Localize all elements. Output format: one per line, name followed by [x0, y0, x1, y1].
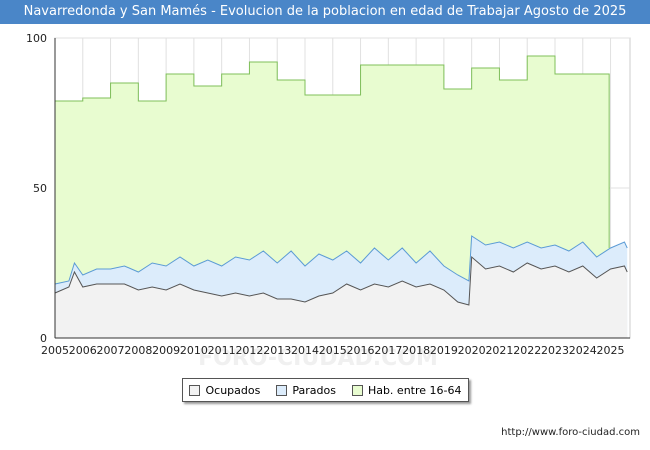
x-tick-label: 2025 — [597, 344, 625, 357]
x-tick-label: 2019 — [430, 344, 458, 357]
source-link[interactable]: http://www.foro-ciudad.com — [501, 427, 640, 438]
x-tick-label: 2024 — [569, 344, 597, 357]
x-tick-label: 2012 — [235, 344, 263, 357]
y-tick-label: 100 — [26, 32, 47, 45]
x-tick-label: 2008 — [124, 344, 152, 357]
axis-layer: 2005 2006 2007 2008 2009 2010 2011 2012 2013 2014… — [26, 32, 630, 357]
legend-item-ocupados: Ocupados — [189, 384, 260, 397]
x-tick-label: 2015 — [319, 344, 347, 357]
x-tick-label: 2020 — [458, 344, 486, 357]
legend-item-hab: Hab. entre 16-64 — [351, 383, 462, 397]
hab-line — [55, 55, 610, 248]
ocupados-area — [55, 257, 628, 338]
x-tick-label: 2022 — [513, 344, 541, 357]
x-tick-label: 2021 — [485, 344, 513, 357]
legend: Ocupados Parados Hab. entre 16-64 — [182, 378, 469, 402]
legend-swatch-parados — [276, 384, 288, 396]
x-tick-label: 2011 — [208, 344, 236, 357]
x-tick-label: 2010 — [180, 344, 208, 357]
x-tick-label: 2018 — [402, 344, 430, 357]
chart-title: Navarredonda y San Mamés - Evolucion de … — [0, 0, 650, 24]
series-layer — [54, 55, 628, 338]
ocupados-line — [54, 255, 628, 306]
legend-item-parados: Parados — [276, 384, 336, 397]
legend-swatch-hab — [351, 384, 363, 396]
x-tick-label: 2005 — [41, 344, 69, 357]
legend-label-parados: Parados — [292, 383, 336, 397]
x-tick-label: 2006 — [69, 344, 97, 357]
x-tick-label: 2017 — [374, 344, 402, 357]
y-tick-label: 0 — [40, 332, 47, 345]
legend-swatch-ocupados — [189, 384, 201, 396]
x-tick-label: 2023 — [541, 344, 569, 357]
legend-label-hab: Hab. entre 16-64 — [367, 383, 462, 397]
legend-label-ocupados: Ocupados — [205, 383, 261, 397]
y-tick-label: 50 — [33, 182, 47, 195]
parados-line — [54, 235, 628, 285]
x-tick-label: 2007 — [97, 344, 125, 357]
x-tick-label: 2013 — [263, 344, 291, 357]
x-tick-label: 2009 — [152, 344, 180, 357]
x-tick-label: 2014 — [291, 344, 319, 357]
watermark: FORO-CIUDAD.COM — [198, 346, 438, 371]
x-tick-label: 2016 — [347, 344, 375, 357]
